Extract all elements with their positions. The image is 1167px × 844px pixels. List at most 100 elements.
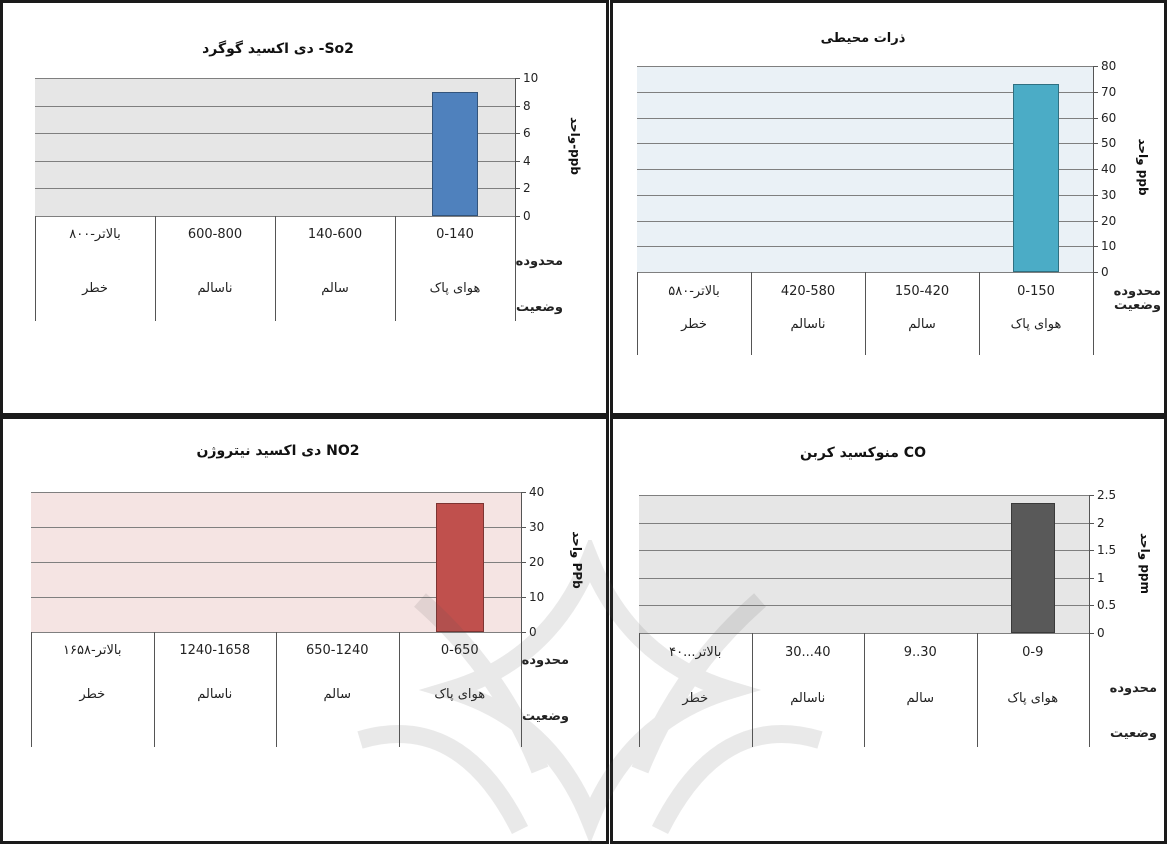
so2-ytick-label: 0 — [523, 209, 531, 223]
no2-gridline — [31, 527, 521, 528]
pm-table-divider — [979, 272, 980, 355]
co-ytick-label: 0.5 — [1097, 598, 1117, 613]
so2-row-label: محدوده — [515, 254, 563, 269]
no2-category-label: 650-1240 — [305, 643, 369, 658]
no2-tick-mark — [521, 492, 526, 493]
no2-gridline — [31, 562, 521, 563]
so2-table-divider — [275, 216, 276, 321]
pm-ytick-label: 40 — [1101, 162, 1117, 176]
pm-status-label: ناسالم — [790, 317, 826, 332]
so2-tick-mark — [515, 160, 520, 162]
co-row-label: وضعیت — [1109, 726, 1157, 741]
co-chart-title: منوکسید کربن CO — [800, 445, 926, 461]
pm-chart-title: ذرات محیطی — [820, 31, 906, 46]
pm-y-axis — [1093, 66, 1094, 273]
so2-gridline — [35, 188, 515, 190]
pm-gridline — [637, 91, 1093, 93]
no2-ytick-label: 0 — [529, 625, 537, 639]
pm-table-divider — [637, 272, 638, 355]
pm-ytick-label: 60 — [1101, 110, 1117, 125]
co-tick-mark — [1089, 577, 1094, 579]
co-tick-mark — [1089, 495, 1094, 496]
co-gridline — [639, 522, 1089, 524]
co-table-divider — [751, 633, 753, 747]
co-plot-area — [639, 495, 1089, 634]
pm-gridline — [637, 169, 1093, 170]
co-category-label: 30...40 — [785, 645, 831, 660]
so2-gridline — [35, 160, 515, 162]
pm-status-label: خطر — [681, 317, 707, 332]
pm-tick-mark — [1093, 66, 1098, 67]
co-table-divider — [864, 633, 865, 747]
co-table-divider — [976, 633, 978, 747]
so2-table-divider — [35, 216, 36, 321]
so2-y-axis-label: واحد-ppb — [568, 117, 582, 175]
so2-y-axis — [515, 78, 516, 217]
so2-ytick-label: 4 — [523, 153, 531, 168]
no2-table-divider — [153, 632, 155, 747]
no2-y-axis — [521, 492, 522, 633]
co-ytick-label: 0 — [1097, 626, 1105, 640]
no2-status-label: ناسالم — [197, 687, 233, 702]
pm-ytick-label: 10 — [1101, 239, 1117, 254]
co-category-label: 9..30 — [903, 645, 937, 660]
no2-bar — [435, 502, 484, 632]
co-gridline — [639, 550, 1089, 552]
no2-row-label: وضعیت — [521, 709, 569, 724]
no2-gridline — [31, 597, 521, 598]
co-chart-panel: منوکسید کربن CO 0 0.5 1 1.5 2 2.5 واحد ppm 0-9 9… — [610, 416, 1167, 844]
pm-table-divider — [865, 272, 866, 355]
co-row-label: محدوده — [1109, 681, 1157, 696]
so2-status-label: هوای پاک — [429, 281, 481, 296]
so2-tick-mark — [515, 105, 520, 107]
pm-gridline — [637, 143, 1093, 145]
no2-table-divider — [398, 632, 400, 747]
co-gridline — [639, 495, 1089, 496]
so2-category-label: 600-800 — [187, 227, 243, 242]
co-status-label: سالم — [906, 691, 934, 706]
pm-gridline — [637, 220, 1093, 222]
co-y-axis-label: واحد ppm — [1138, 533, 1152, 595]
pm-ytick-label: 0 — [1101, 265, 1109, 279]
pm-gridline — [637, 117, 1093, 119]
pm-plot-area — [637, 66, 1093, 273]
co-ytick-label: 1 — [1097, 570, 1105, 585]
no2-ytick-label: 30 — [529, 520, 545, 534]
pm-ytick-label: 50 — [1101, 136, 1117, 151]
pm-tick-mark — [1093, 169, 1098, 170]
pm-category-label: ۵۸۰-بالاتر — [668, 284, 720, 299]
no2-tick-mark — [521, 562, 526, 563]
co-table-divider — [1089, 633, 1090, 747]
no2-status-label: هوای پاک — [434, 687, 486, 702]
pm-status-label: هوای پاک — [1010, 317, 1062, 332]
pm-category-label: 150-420 — [894, 284, 950, 299]
co-tick-mark — [1089, 550, 1094, 552]
co-y-axis — [1089, 495, 1090, 634]
so2-gridline — [35, 105, 515, 107]
no2-tick-mark — [521, 632, 526, 633]
so2-tick-mark — [515, 78, 520, 79]
co-status-label: هوای پاک — [1007, 691, 1059, 706]
co-ytick-label: 2.5 — [1097, 488, 1117, 502]
no2-ytick-label: 40 — [529, 485, 545, 499]
pm-row-label: محدوده وضعیت — [1113, 284, 1161, 313]
no2-tick-mark — [521, 527, 526, 528]
no2-table-divider — [276, 632, 277, 747]
co-ytick-label: 1.5 — [1097, 543, 1117, 558]
co-gridline — [639, 577, 1089, 579]
pm-tick-mark — [1093, 272, 1098, 273]
so2-ytick-label: 6 — [523, 126, 531, 141]
pm-y-axis-label: واحد ppb — [1136, 138, 1150, 196]
pm-gridline — [637, 194, 1093, 196]
so2-plot-area — [35, 78, 515, 217]
pm-ytick-label: 30 — [1101, 187, 1117, 202]
no2-table-divider — [521, 632, 522, 747]
co-category-label: 0-9 — [1022, 645, 1044, 660]
so2-category-label: 0-140 — [436, 227, 474, 242]
pm-chart-panel: ذرات محیطی 0 10 20 30 40 50 60 70 80 واحد ppb 0-15… — [610, 0, 1167, 416]
no2-table-divider — [31, 632, 32, 747]
no2-tick-mark — [521, 597, 526, 598]
pm-tick-mark — [1093, 246, 1098, 248]
co-bar — [1010, 503, 1055, 633]
co-category-label: ۴۰...بالاتر — [669, 645, 722, 660]
